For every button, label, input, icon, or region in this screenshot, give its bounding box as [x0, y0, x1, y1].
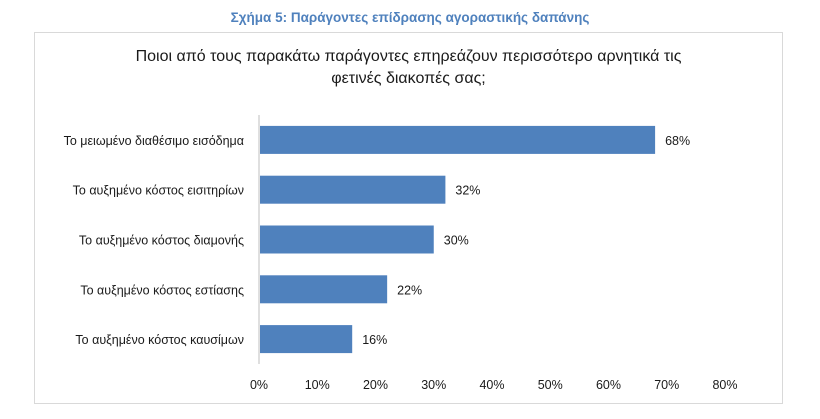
data-label: 16% — [362, 333, 387, 347]
category-label: Το αυξημένο κόστος εισιτηρίων — [73, 184, 244, 198]
data-label: 22% — [397, 283, 422, 297]
category-label: Το αυξημένο κόστος εστίασης — [80, 283, 244, 297]
chart-title: Ποιοι από τους παρακάτω παράγοντες επηρε… — [34, 46, 783, 90]
x-tick-label: 0% — [250, 378, 268, 392]
chart-title-line-2: φετινές διακοπές σας; — [331, 70, 486, 87]
bar — [260, 325, 353, 354]
x-tick-label: 10% — [305, 378, 330, 392]
category-label: Το αυξημένο κόστος καυσίμων — [75, 333, 244, 347]
x-tick-label: 60% — [596, 378, 621, 392]
category-label: Το μειωμένο διαθέσιμο εισόδημα — [64, 134, 244, 148]
x-tick-label: 50% — [538, 378, 563, 392]
data-label: 68% — [665, 134, 690, 148]
bar — [260, 125, 656, 154]
x-tick-label: 80% — [712, 378, 737, 392]
x-tick-label: 40% — [479, 378, 504, 392]
category-label: Το αυξημένο κόστος διαμονής — [79, 234, 244, 248]
x-tick-label: 30% — [421, 378, 446, 392]
bar — [260, 275, 388, 304]
chart-frame — [34, 32, 783, 404]
bar — [260, 175, 446, 204]
figure-caption: Σχήμα 5: Παράγοντες επίδρασης αγοραστική… — [230, 10, 590, 25]
x-tick-label: 20% — [363, 378, 388, 392]
data-label: 30% — [444, 234, 469, 248]
x-tick-label: 70% — [654, 378, 679, 392]
chart-title-line-1: Ποιοι από τους παρακάτω παράγοντες επηρε… — [135, 48, 682, 65]
bar — [260, 225, 434, 254]
data-label: 32% — [455, 184, 480, 198]
